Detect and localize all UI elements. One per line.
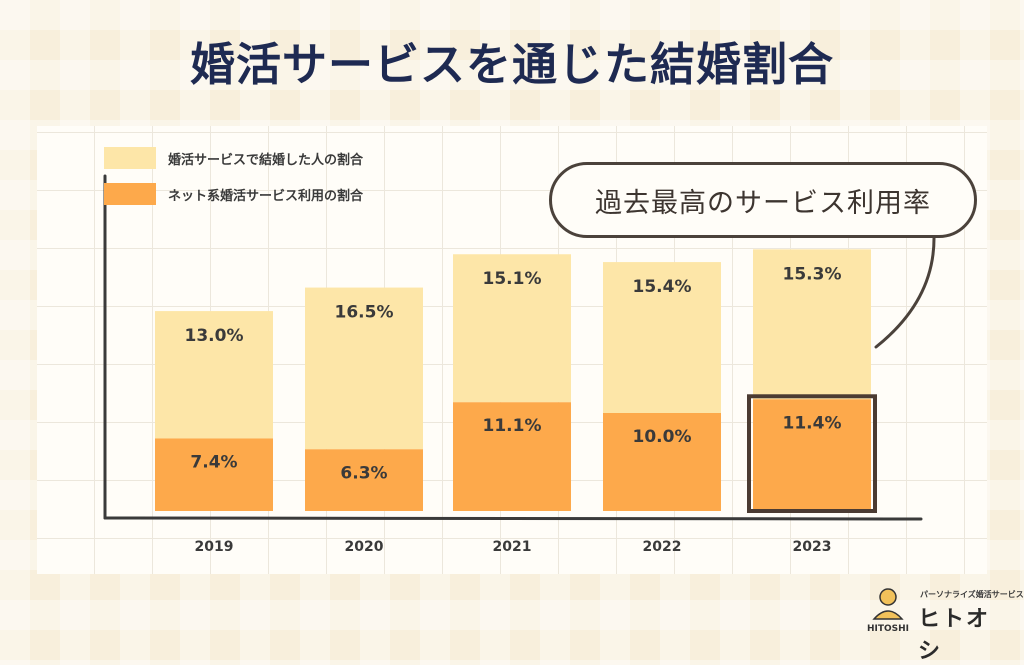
x-tick-label-2021: 2021 <box>493 539 532 555</box>
brand-name: ヒトオシ <box>918 607 991 664</box>
data-label-online-2021: 11.1% <box>483 416 542 436</box>
callout-bubble: 過去最高のサービス利用率 <box>549 162 977 238</box>
brand-tagline: パーソナライズ婚活サービス <box>920 590 1024 599</box>
bar-married-2019 <box>155 311 273 439</box>
bar-online-2022 <box>603 413 721 511</box>
bar-online-2019 <box>155 438 273 511</box>
legend-label-online: ネット系婚活サービス利用の割合 <box>168 188 364 204</box>
x-tick-label-2023: 2023 <box>793 539 832 555</box>
bar-married-2021 <box>453 254 571 403</box>
callout-pointer <box>874 234 936 349</box>
brand: HITOSHI パーソナライズ婚活サービス ヒトオシ <box>860 585 1024 664</box>
data-label-online-2020: 6.3% <box>340 463 387 483</box>
brand-logo-icon: HITOSHI <box>867 588 909 634</box>
chart-title: 婚活サービスを通じた結婚割合 <box>189 38 834 91</box>
legend: 婚活サービスで結婚した人の割合 ネット系婚活サービス利用の割合 <box>104 147 363 219</box>
bar-online-2023 <box>753 399 871 511</box>
x-tick-label-2020: 2020 <box>345 539 384 555</box>
legend-item-married: 婚活サービスで結婚した人の割合 <box>104 147 363 169</box>
legend-item-online: ネット系婚活サービス利用の割合 <box>104 183 363 205</box>
data-label-married-2023: 15.3% <box>783 264 842 284</box>
bar-married-2022 <box>603 262 721 413</box>
x-tick-label-2019: 2019 <box>195 539 234 555</box>
legend-swatch-online <box>104 183 156 205</box>
bar-online-2021 <box>453 402 571 511</box>
data-label-online-2023: 11.4% <box>783 413 842 433</box>
data-label-married-2020: 16.5% <box>335 303 394 323</box>
stacked-bar-chart: 13.0% 7.4% 2019 16.5% 6.3% 2020 15.1% 11.1% 2021… <box>103 174 936 555</box>
legend-label-married: 婚活サービスで結婚した人の割合 <box>168 152 364 168</box>
data-label-online-2022: 10.0% <box>633 427 692 447</box>
legend-swatch-married <box>104 147 156 169</box>
bar-online-2020 <box>305 449 423 511</box>
data-label-married-2022: 15.4% <box>633 277 692 297</box>
bar-married-2023 <box>753 249 871 400</box>
data-label-online-2019: 7.4% <box>190 452 237 472</box>
highlight-frame-2023 <box>747 394 877 513</box>
data-label-married-2019: 13.0% <box>185 326 244 346</box>
x-axis-line <box>103 516 923 521</box>
data-label-married-2021: 15.1% <box>483 269 542 289</box>
bar-married-2020 <box>305 287 423 450</box>
x-tick-label-2022: 2022 <box>643 539 682 555</box>
brand-logo-text: HITOSHI <box>867 624 909 634</box>
